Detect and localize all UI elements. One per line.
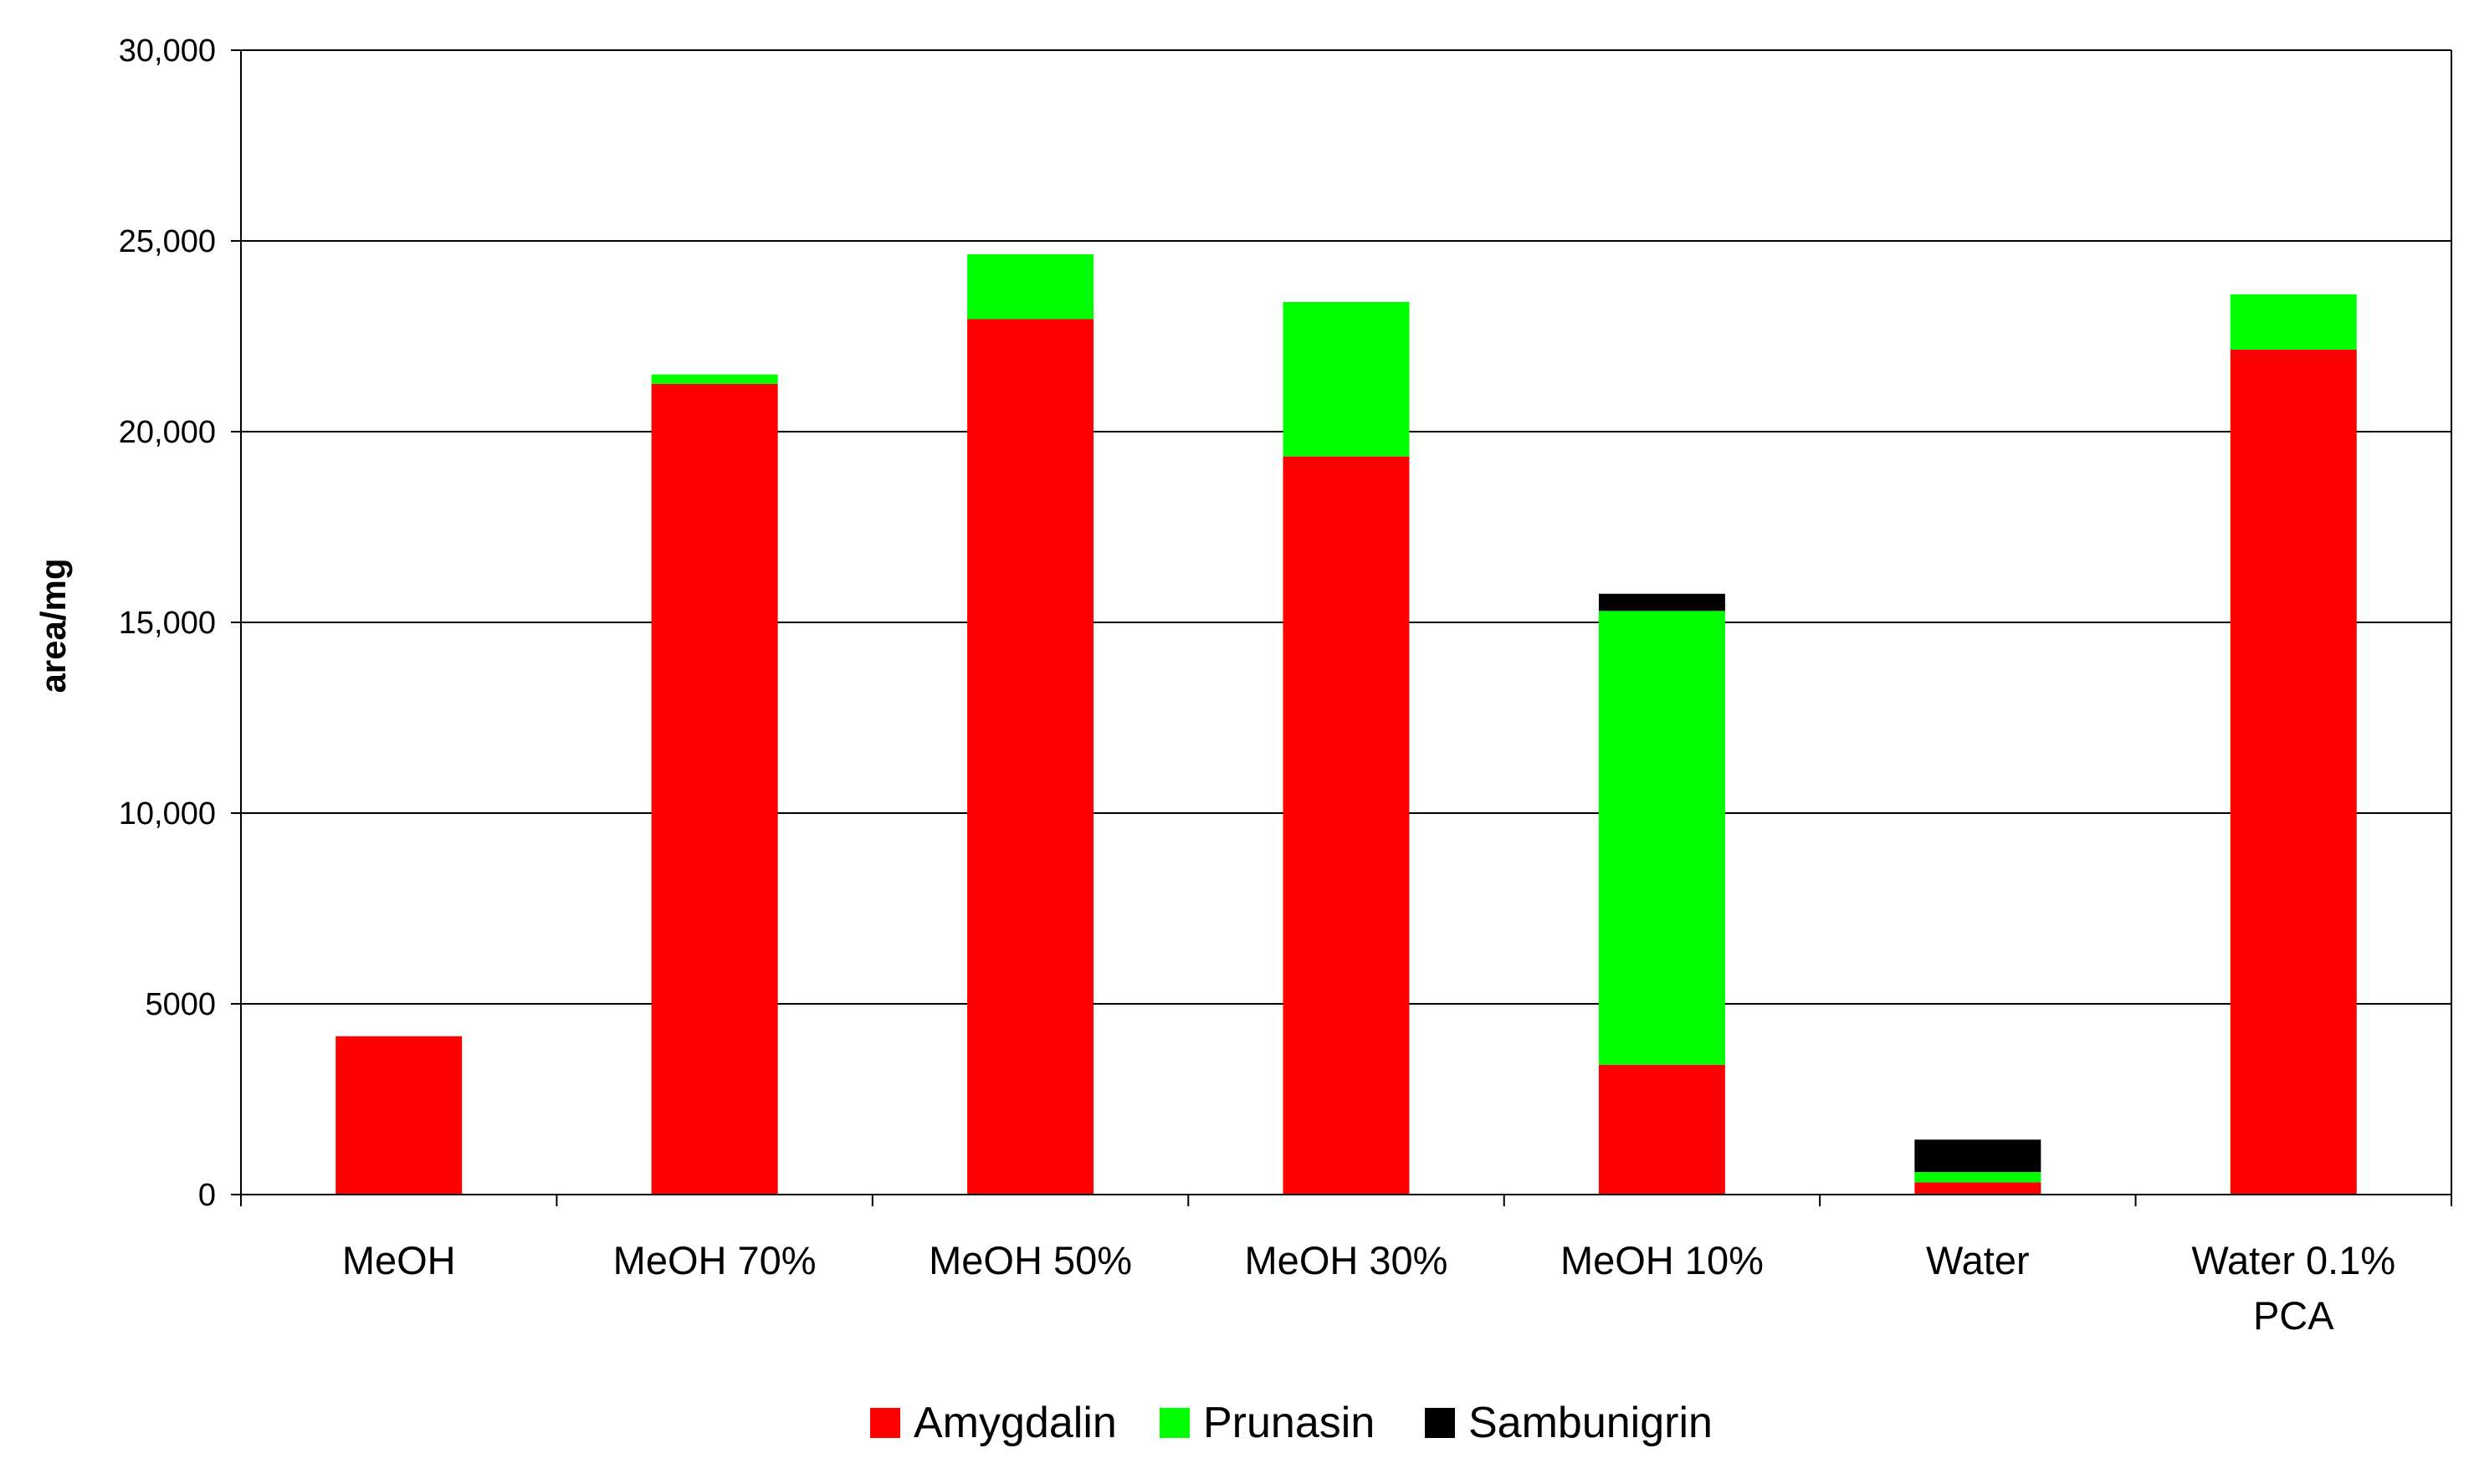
legend-label-prunasin: Prunasin: [1203, 1399, 1375, 1447]
y-tick-label: 20,000: [119, 415, 216, 450]
axes: [240, 50, 2452, 1206]
bar-segment-sambunigrin: [1914, 1139, 2041, 1173]
bar-segment-amygdalin: [2230, 349, 2357, 1195]
legend-swatch-amygdalin: [870, 1408, 900, 1438]
bar-segment-prunasin: [651, 374, 778, 384]
legend-label-amygdalin: Amygdalin: [914, 1399, 1117, 1447]
bar-segment-prunasin: [967, 253, 1094, 320]
y-tick-label: 25,000: [119, 224, 216, 259]
bar-segment-amygdalin: [1283, 456, 1410, 1195]
legend-label-sambunigrin: Sambunigrin: [1468, 1399, 1713, 1447]
bar-segment-prunasin: [1914, 1172, 2041, 1183]
x-category-label: MeOH: [342, 1238, 456, 1282]
x-category-label: MeOH 70%: [613, 1238, 817, 1282]
x-category-label: Water 0.1%: [2191, 1238, 2395, 1282]
y-tick-labels: 0 5000 10,000 15,000 20,000 25,000 30,000: [119, 33, 216, 1213]
x-category-label: MeOH 10%: [1560, 1238, 1764, 1282]
bar-segment-prunasin: [2230, 294, 2357, 350]
bar-segment-prunasin: [1283, 301, 1410, 457]
bar-segment-prunasin: [1598, 611, 1725, 1065]
bar-segment-amygdalin: [1598, 1064, 1725, 1195]
bars: [336, 253, 2357, 1195]
x-category-labels: MeOH MeOH 70% MeOH 50% MeOH 30% MeOH 10% Wate…: [342, 1238, 2395, 1338]
y-tick-label: 15,000: [119, 606, 216, 641]
bar-segment-amygdalin: [1914, 1182, 2041, 1195]
x-category-label: Water: [1926, 1238, 2030, 1282]
bar-segment-amygdalin: [967, 319, 1094, 1195]
bar-segment-sambunigrin: [1598, 593, 1725, 612]
x-category-label: MeOH 30%: [1245, 1238, 1448, 1282]
x-category-label: MeOH 50%: [929, 1238, 1132, 1282]
y-tick-label: 10,000: [119, 796, 216, 832]
y-tick-label: 0: [198, 1178, 216, 1213]
bar-segment-amygdalin: [651, 384, 778, 1195]
x-category-label: PCA: [2253, 1293, 2334, 1338]
y-axis-title: area/mg: [33, 558, 73, 693]
y-tick-label: 30,000: [119, 33, 216, 69]
bar-segment-amygdalin: [336, 1036, 463, 1195]
legend-swatch-sambunigrin: [1425, 1408, 1455, 1438]
legend: Amygdalin Prunasin Sambunigrin: [870, 1399, 1713, 1447]
legend-swatch-prunasin: [1160, 1408, 1190, 1438]
y-tick-label: 5000: [145, 987, 216, 1022]
